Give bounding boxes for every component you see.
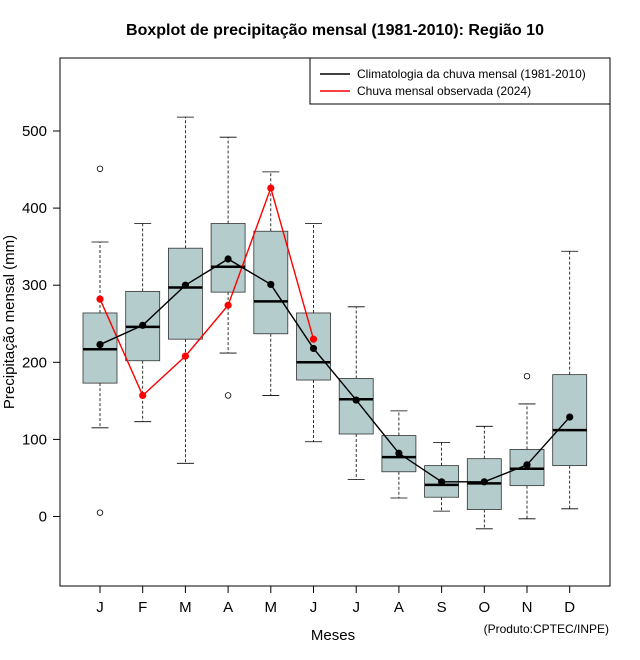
box-9	[424, 442, 460, 512]
x-tick-label: J	[310, 599, 318, 616]
y-tick-label: 500	[22, 123, 47, 140]
series-point	[352, 396, 360, 404]
y-tick-label: 400	[22, 200, 47, 217]
series-line	[99, 185, 315, 397]
box-7	[338, 306, 374, 480]
series-climatology	[96, 255, 574, 486]
x-tick-label: S	[437, 599, 447, 616]
legend-label-observed: Chuva mensal observada (2024)	[357, 84, 531, 98]
box-12	[552, 250, 588, 510]
x-tick-label: N	[522, 599, 533, 616]
box-iqr	[167, 247, 203, 340]
y-tick-label: 0	[39, 509, 47, 526]
box-11	[509, 372, 545, 520]
series-point	[181, 352, 189, 360]
chart-title: Boxplot de precipitação mensal (1981-201…	[126, 22, 544, 39]
series-point	[566, 413, 574, 421]
box-4	[210, 136, 246, 399]
x-tick-label: D	[564, 599, 575, 616]
legend-label-climatology: Climatologia da chuva mensal (1981-2010)	[357, 67, 586, 81]
series-observed	[96, 184, 318, 400]
y-tick-label: 200	[22, 354, 47, 371]
legend-box	[309, 57, 611, 105]
series-point	[224, 255, 232, 263]
series-point	[267, 184, 275, 192]
x-tick-label: J	[96, 599, 104, 616]
x-tick-label: A	[394, 599, 404, 616]
x-tick-label: A	[223, 599, 233, 616]
series-point	[309, 344, 318, 353]
axes-layer: 0 100 200 300 400 500 J F M A M J J A S O N D	[22, 123, 575, 616]
series-point	[139, 321, 147, 329]
x-axis-label: Meses	[311, 627, 355, 644]
boxes-layer	[82, 116, 588, 530]
outlier-point	[96, 509, 104, 516]
legend: Climatologia da chuva mensal (1981-2010)…	[309, 57, 611, 105]
x-tick-label: M	[179, 599, 192, 616]
series-point	[267, 280, 275, 289]
series-point	[523, 461, 531, 469]
series-point	[480, 478, 488, 486]
x-tick-label: M	[265, 599, 278, 616]
lines-layer	[96, 184, 574, 486]
series-point	[438, 478, 446, 486]
outlier-point	[96, 165, 104, 172]
y-tick-label: 100	[22, 431, 47, 448]
y-tick-label: 300	[22, 277, 47, 294]
outlier-point	[523, 372, 531, 380]
series-point	[96, 340, 104, 349]
x-tick-label: O	[478, 599, 490, 616]
series-point	[395, 449, 403, 457]
box-6	[296, 223, 331, 443]
series-point	[96, 295, 104, 303]
x-tick-label: F	[138, 599, 147, 616]
outlier-point	[224, 392, 232, 399]
series-point	[309, 335, 318, 343]
box-1	[82, 165, 118, 516]
series-point	[181, 281, 189, 289]
series-point	[224, 301, 232, 309]
x-tick-label: J	[352, 599, 360, 616]
series-line	[99, 258, 571, 483]
credit-text: (Produto:CPTEC/INPE)	[484, 622, 609, 636]
box-3	[167, 116, 203, 464]
y-axis-label: Precipitação mensal (mm)	[1, 235, 18, 409]
series-point	[139, 391, 147, 400]
box-iqr	[338, 378, 374, 435]
